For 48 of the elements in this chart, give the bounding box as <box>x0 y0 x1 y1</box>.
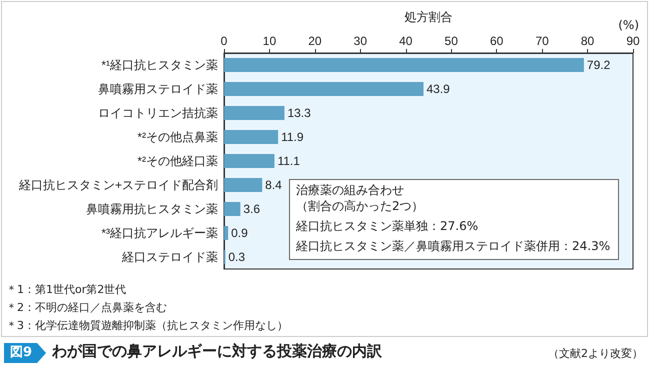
x-tick-label: 0 <box>220 34 228 48</box>
y-tick-label: ロイコトリエン拮抗薬 <box>98 106 218 120</box>
x-tick-label: 80 <box>580 34 595 48</box>
bar <box>224 226 228 240</box>
data-label: 11.1 <box>277 154 300 168</box>
bar <box>224 106 284 120</box>
x-tick-label: 10 <box>262 34 276 48</box>
y-tick-label: *³経口抗アレルギー薬 <box>101 226 218 240</box>
data-label: 0.3 <box>228 250 246 264</box>
y-tick-label: 鼻噴霧用ステロイド薬 <box>98 82 218 96</box>
x-tick-label: 20 <box>308 34 322 48</box>
bar <box>224 82 424 96</box>
y-tick-label: *¹経口抗ヒスタミン薬 <box>101 58 218 72</box>
y-tick-label: *²その他経口薬 <box>137 154 218 168</box>
data-label: 8.4 <box>265 178 282 192</box>
y-tick-label: 経口ステロイド薬 <box>121 250 218 264</box>
text: わが国での鼻アレルギーに対する投薬治療の内訳 <box>52 342 382 361</box>
x-tick-label: 40 <box>399 34 413 48</box>
data-label: 43.9 <box>426 82 450 96</box>
annotation: 経口抗ヒスタミン薬／鼻噴霧用ステロイド薬併用：24.3% <box>296 238 610 255</box>
x-tick-label: 50 <box>444 34 458 48</box>
data-label: 79.2 <box>586 58 611 72</box>
text: (%) <box>618 18 639 32</box>
bar <box>224 58 584 72</box>
text: （文献2より改変） <box>548 346 643 361</box>
annotation: 経口抗ヒスタミン薬単独：27.6% <box>296 218 478 235</box>
x-tick-label: 60 <box>490 34 504 48</box>
figure-badge: 図9 <box>4 343 46 363</box>
annotation: 治療薬の組み合わせ <box>296 182 404 199</box>
bar <box>224 202 240 216</box>
data-label: 3.6 <box>243 202 260 216</box>
annotation: （割合の高かった2つ） <box>296 198 424 215</box>
data-label: 0.9 <box>231 226 248 240</box>
data-label: 13.3 <box>287 106 312 120</box>
x-tick-label: 90 <box>626 34 640 48</box>
x-tick-label: 70 <box>535 34 550 48</box>
y-tick-label: 経口抗ヒスタミン+ステロイド配合剤 <box>18 178 218 192</box>
text: ＊1：第1世代or第2世代 <box>6 282 126 297</box>
y-tick-label: *²その他点鼻薬 <box>137 130 218 144</box>
bar <box>224 130 278 144</box>
y-tick-label: 鼻噴霧用抗ヒスタミン薬 <box>86 202 218 216</box>
x-axis-title: 処方割合 <box>404 10 452 24</box>
bar <box>224 154 274 168</box>
bar <box>224 178 262 192</box>
x-tick-label: 30 <box>354 34 368 48</box>
text: ＊2：不明の経口／点鼻薬を含む <box>6 300 167 315</box>
data-label: 11.9 <box>281 130 304 144</box>
text: ＊3：化学伝達物質遊離抑制薬（抗ヒスタミン作用なし） <box>6 318 288 333</box>
